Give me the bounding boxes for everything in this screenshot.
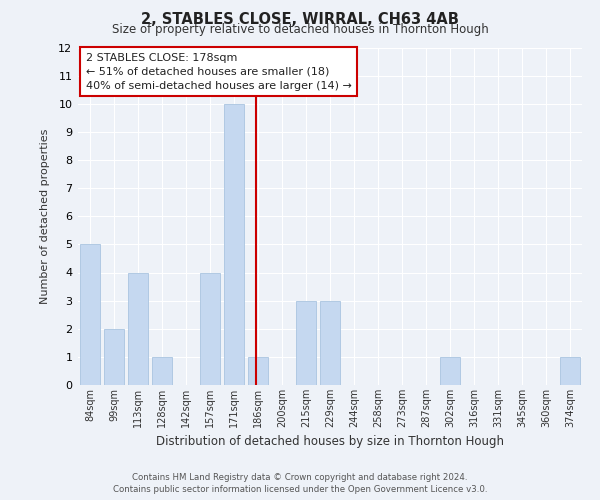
Bar <box>152 357 172 385</box>
Bar <box>560 357 580 385</box>
Bar <box>248 357 268 385</box>
Bar <box>128 272 148 385</box>
Text: Contains HM Land Registry data © Crown copyright and database right 2024.
Contai: Contains HM Land Registry data © Crown c… <box>113 472 487 494</box>
Text: Size of property relative to detached houses in Thornton Hough: Size of property relative to detached ho… <box>112 22 488 36</box>
Bar <box>440 357 460 385</box>
Bar <box>320 300 340 385</box>
Bar <box>104 329 124 385</box>
Bar <box>296 300 316 385</box>
Text: 2 STABLES CLOSE: 178sqm
← 51% of detached houses are smaller (18)
40% of semi-de: 2 STABLES CLOSE: 178sqm ← 51% of detache… <box>86 52 352 90</box>
Bar <box>200 272 220 385</box>
Bar <box>80 244 100 385</box>
Text: 2, STABLES CLOSE, WIRRAL, CH63 4AB: 2, STABLES CLOSE, WIRRAL, CH63 4AB <box>141 12 459 28</box>
Y-axis label: Number of detached properties: Number of detached properties <box>40 128 50 304</box>
Bar <box>224 104 244 385</box>
X-axis label: Distribution of detached houses by size in Thornton Hough: Distribution of detached houses by size … <box>156 436 504 448</box>
